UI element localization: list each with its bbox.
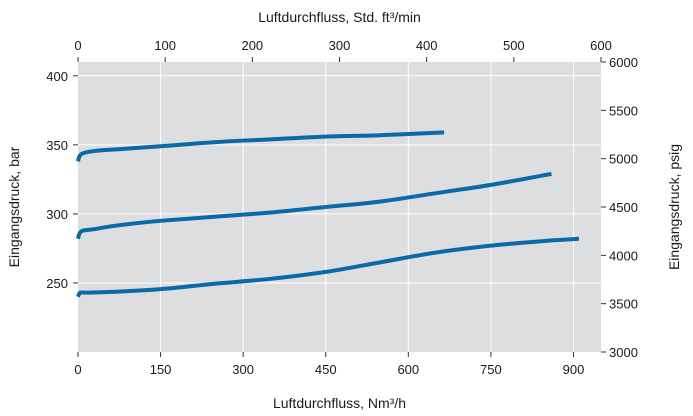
x-tick-label: 750 (480, 362, 502, 377)
right-y-tick-label: 5500 (609, 103, 638, 118)
top-x-tick-label: 200 (241, 38, 263, 53)
y-tick-label: 300 (46, 207, 68, 222)
series-line-2 (76, 171, 552, 240)
x-tick-label: 300 (232, 362, 254, 377)
top-x-tick-label: 400 (416, 38, 438, 53)
top-x-tick-label: 100 (154, 38, 176, 53)
y-tick-label: 400 (46, 69, 68, 84)
right-y-tick-label: 3000 (609, 345, 638, 360)
top-x-tick-label: 600 (590, 38, 612, 53)
x-tick-label: 600 (397, 362, 419, 377)
y-axis-title: Eingangsdruck, bar (6, 146, 22, 267)
y-tick-label: 350 (46, 138, 68, 153)
series-line-3 (76, 236, 580, 298)
x-tick-label: 0 (74, 362, 81, 377)
x-tick-label: 900 (563, 362, 585, 377)
right-y-tick-label: 4000 (609, 248, 638, 263)
x-tick-label: 450 (315, 362, 337, 377)
right-y-tick-label: 4500 (609, 200, 638, 215)
top-x-tick-label: 300 (329, 38, 351, 53)
y-tick-label: 250 (46, 276, 68, 291)
top-x-tick-label: 500 (503, 38, 525, 53)
right-y-tick-label: 3500 (609, 297, 638, 312)
x-axis-title: Luftdurchfluss, Nm³/h (273, 395, 406, 411)
right-y-tick-label: 5000 (609, 152, 638, 167)
x-tick-label: 150 (150, 362, 172, 377)
top-x-axis-title: Luftdurchfluss, Std. ft³/min (258, 9, 421, 25)
right-y-axis-title: Eingangsdruck, psig (666, 144, 682, 270)
series-line-1 (76, 130, 445, 162)
series-layer (76, 130, 580, 298)
top-x-tick-label: 0 (74, 38, 81, 53)
right-y-tick-label: 6000 (609, 55, 638, 70)
